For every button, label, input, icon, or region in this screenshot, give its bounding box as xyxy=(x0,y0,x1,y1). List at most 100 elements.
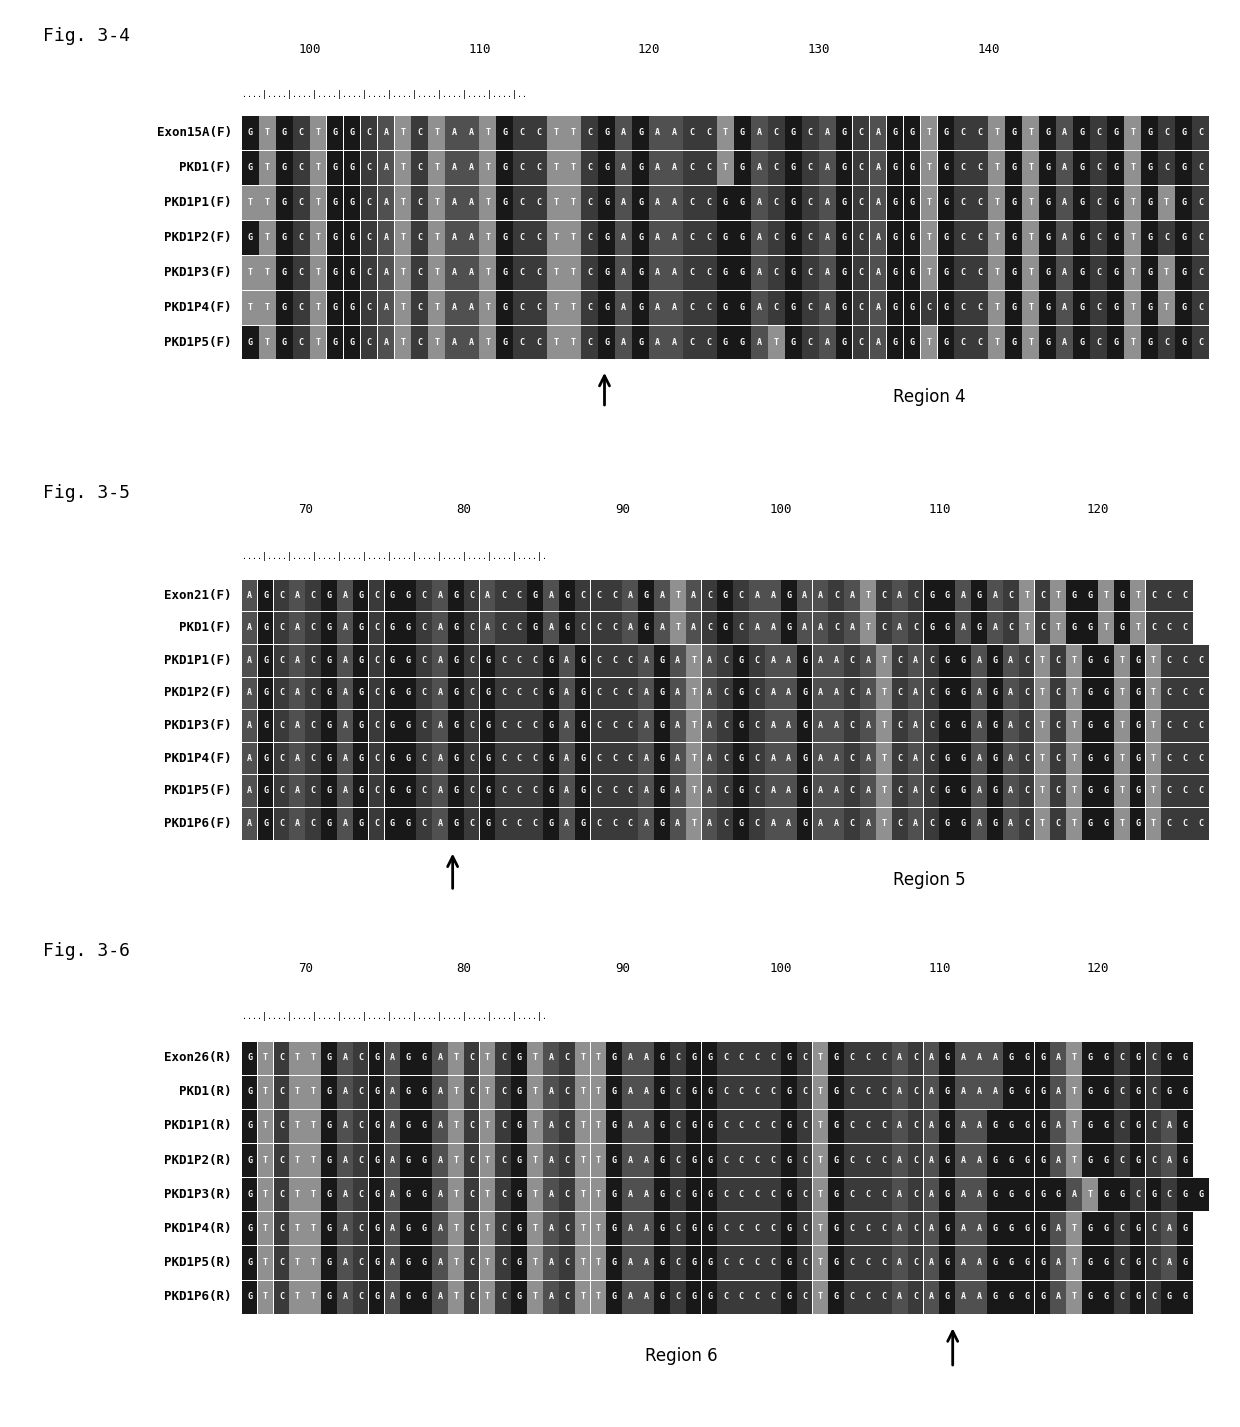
Bar xyxy=(892,1110,908,1143)
Text: G: G xyxy=(332,303,337,311)
Bar xyxy=(686,1213,702,1246)
Text: C: C xyxy=(882,624,887,632)
Bar xyxy=(639,1213,653,1246)
Bar xyxy=(368,645,384,676)
Bar xyxy=(274,579,289,611)
Text: C: C xyxy=(739,1259,744,1267)
Bar xyxy=(353,1042,368,1075)
Bar xyxy=(686,1042,702,1075)
Bar xyxy=(480,1144,495,1177)
Bar xyxy=(337,711,352,742)
Bar xyxy=(543,1144,559,1177)
Text: A: A xyxy=(389,1291,394,1301)
Bar xyxy=(666,291,683,324)
Text: G: G xyxy=(786,1087,791,1096)
Text: C: C xyxy=(1151,1259,1156,1267)
Text: T: T xyxy=(263,1087,268,1096)
Bar xyxy=(734,221,750,255)
Bar xyxy=(955,612,971,644)
Text: C: C xyxy=(723,1156,728,1164)
Bar xyxy=(368,1280,384,1314)
Text: G: G xyxy=(405,819,410,828)
Bar xyxy=(564,221,582,255)
Text: C: C xyxy=(564,1087,569,1096)
Bar xyxy=(353,1213,368,1246)
Bar xyxy=(305,1110,321,1143)
Text: C: C xyxy=(469,688,474,698)
Text: T: T xyxy=(485,268,490,277)
Bar xyxy=(258,1280,273,1314)
Bar xyxy=(1192,325,1209,360)
Bar xyxy=(1097,1213,1114,1246)
Text: A: A xyxy=(1063,128,1068,137)
Text: C: C xyxy=(849,1224,854,1233)
Text: A: A xyxy=(383,163,388,173)
Text: C: C xyxy=(770,1259,775,1267)
Bar xyxy=(1050,1110,1066,1143)
Text: C: C xyxy=(770,1224,775,1233)
Bar xyxy=(543,1246,559,1280)
Bar xyxy=(971,1179,987,1212)
Text: T: T xyxy=(926,233,931,243)
Bar xyxy=(321,612,337,644)
Bar xyxy=(606,808,622,839)
Text: G: G xyxy=(604,198,609,207)
Bar xyxy=(818,325,836,360)
Bar xyxy=(305,711,321,742)
Text: A: A xyxy=(818,591,823,599)
Bar xyxy=(448,645,464,676)
Text: C: C xyxy=(311,624,316,632)
Bar xyxy=(1034,1280,1050,1314)
Text: C: C xyxy=(755,1190,760,1199)
Bar xyxy=(765,808,781,839)
Bar xyxy=(785,221,801,255)
Text: C: C xyxy=(1198,128,1203,137)
Text: C: C xyxy=(755,1224,760,1233)
Bar xyxy=(653,742,670,775)
Bar xyxy=(615,186,632,220)
Bar xyxy=(781,1213,796,1246)
Bar xyxy=(1177,678,1193,709)
Text: G: G xyxy=(517,1224,522,1233)
Text: G: G xyxy=(739,819,744,828)
Text: 100: 100 xyxy=(770,962,792,975)
Text: T: T xyxy=(485,1291,490,1301)
Text: A: A xyxy=(548,1156,553,1164)
Text: T: T xyxy=(401,163,405,173)
Text: G: G xyxy=(944,128,949,137)
Text: A: A xyxy=(977,688,982,698)
Text: T: T xyxy=(818,1224,823,1233)
Text: A: A xyxy=(786,688,791,698)
Text: C: C xyxy=(858,303,863,311)
Text: A: A xyxy=(929,1053,934,1062)
Bar xyxy=(448,1042,464,1075)
Bar xyxy=(904,255,920,290)
Bar xyxy=(463,221,479,255)
Bar xyxy=(1019,1280,1034,1314)
Text: T: T xyxy=(1164,268,1169,277)
Text: G: G xyxy=(1104,1291,1109,1301)
Text: G: G xyxy=(1040,1259,1045,1267)
Bar xyxy=(1090,325,1107,360)
Text: A: A xyxy=(342,688,347,698)
Bar xyxy=(464,808,480,839)
Text: A: A xyxy=(644,1053,649,1062)
Text: G: G xyxy=(1079,128,1084,137)
Bar xyxy=(1039,221,1056,255)
Text: G: G xyxy=(611,1224,618,1233)
Text: A: A xyxy=(929,1190,934,1199)
Bar xyxy=(1193,711,1209,742)
Bar xyxy=(543,1213,559,1246)
Bar xyxy=(781,678,796,709)
Text: PKD1P1(F): PKD1P1(F) xyxy=(165,195,232,208)
Text: G: G xyxy=(945,1087,950,1096)
Bar xyxy=(1162,1213,1177,1246)
Text: A: A xyxy=(672,268,677,277)
Text: C: C xyxy=(882,1259,887,1267)
Bar xyxy=(1130,1246,1146,1280)
Text: G: G xyxy=(358,688,363,698)
Text: G: G xyxy=(910,233,915,243)
Text: C: C xyxy=(1199,819,1204,828)
Text: C: C xyxy=(279,1190,284,1199)
Bar xyxy=(274,742,289,775)
